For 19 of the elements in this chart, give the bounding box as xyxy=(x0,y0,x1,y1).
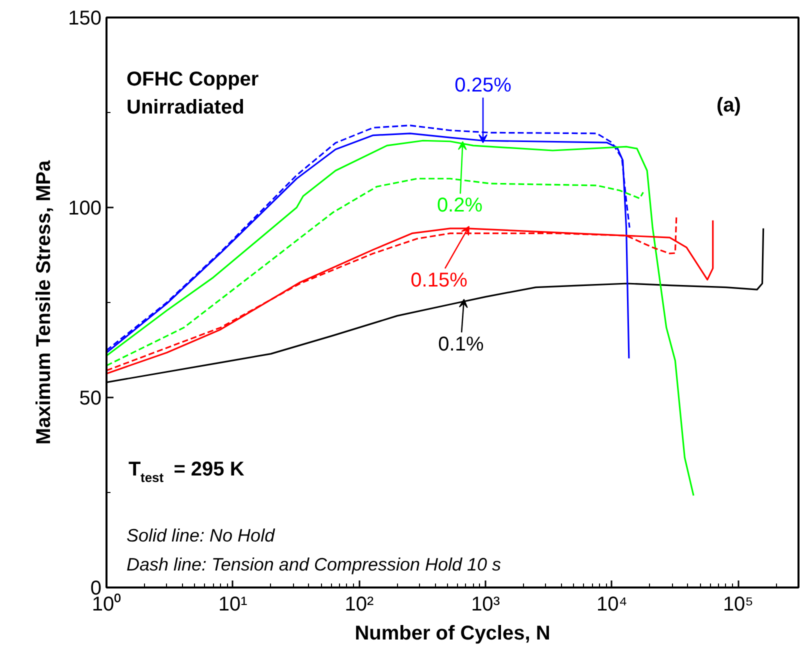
x-tick-label: 10⁵ xyxy=(722,594,754,616)
annotation: Unirradiated xyxy=(126,96,244,118)
x-tick-label: 10² xyxy=(344,594,374,616)
y-tick-label: 100 xyxy=(68,198,102,220)
annotation: OFHC Copper xyxy=(126,68,259,90)
annotation: 0.1% xyxy=(438,333,484,356)
annotation: (a) xyxy=(716,94,741,116)
x-axis-title: Number of Cycles, N xyxy=(354,622,550,644)
x-tick-label: 10¹ xyxy=(218,594,248,616)
y-axis-title: Maximum Tensile Stress, MPa xyxy=(33,160,56,445)
y-tick-label: 50 xyxy=(79,388,102,410)
annotation: 0.2% xyxy=(436,194,483,217)
annotation: 0.15% xyxy=(410,269,468,292)
x-tick-label: 10³ xyxy=(471,594,500,616)
x-tick-label: 10⁴ xyxy=(596,594,628,616)
annotation: 0.25% xyxy=(454,74,512,97)
annotation: Solid line: No Hold xyxy=(126,526,276,546)
annotation: Dash line: Tension and Compression Hold 10 s xyxy=(126,554,502,574)
y-tick-label: 150 xyxy=(68,8,102,30)
